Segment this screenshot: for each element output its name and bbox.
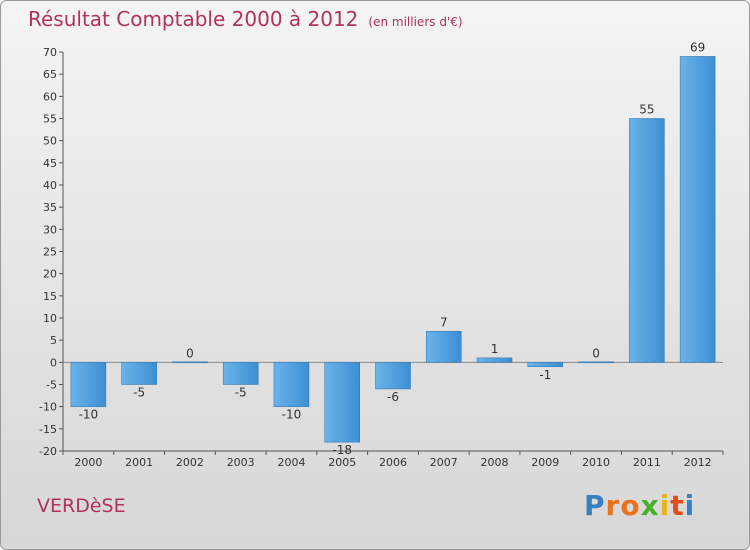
bar-2005 (324, 362, 360, 443)
bar-2001 (121, 362, 157, 385)
y-tick-label: 5 (50, 334, 57, 347)
bar-2012 (679, 56, 716, 363)
value-label: -5 (133, 386, 145, 400)
y-tick-label: 65 (43, 68, 57, 81)
x-tick-label: 2005 (328, 456, 356, 469)
x-tick-label: 2006 (379, 456, 407, 469)
x-tick-label: 2012 (684, 456, 712, 469)
y-tick-label: 30 (43, 223, 57, 236)
commune-name: VERDèSE (37, 495, 126, 517)
value-label: -18 (332, 443, 352, 457)
x-tick-label: 2007 (430, 456, 458, 469)
value-label: 0 (186, 346, 194, 360)
x-tick-label: 2011 (633, 456, 661, 469)
x-tick-label: 2010 (582, 456, 610, 469)
y-tick-label: 25 (43, 246, 57, 259)
proxiti-logo: Proxiti (584, 489, 695, 522)
y-tick-label: 50 (43, 135, 57, 148)
value-label: -6 (387, 390, 399, 404)
y-tick-label: 70 (43, 46, 57, 59)
y-tick-label: 40 (43, 179, 57, 192)
y-tick-label: 15 (43, 290, 57, 303)
bar-2007 (426, 331, 462, 363)
bar-2004 (273, 362, 310, 407)
value-label: -1 (539, 368, 551, 382)
logo-letter: r (605, 489, 621, 522)
y-tick-label: 10 (43, 312, 57, 325)
x-tick-label: 2001 (125, 456, 153, 469)
labels: 2000-102001-5200202003-52004-102005-1820… (74, 40, 711, 469)
bar-2003 (222, 362, 259, 385)
bar-2008 (476, 357, 513, 363)
value-label: 7 (440, 315, 448, 329)
y-tick-label: -15 (39, 423, 57, 436)
chart-title: Résultat Comptable 2000 à 2012 (en millie… (28, 7, 463, 31)
value-label: 69 (690, 40, 705, 54)
x-tick-label: 2003 (227, 456, 255, 469)
y-tick-label: 60 (43, 90, 57, 103)
value-label: -10 (79, 408, 99, 422)
value-label: 1 (491, 342, 499, 356)
y-tick-label: -20 (39, 445, 57, 458)
value-label: 55 (639, 103, 654, 117)
value-label: 0 (592, 346, 600, 360)
y-tick-label: 20 (43, 268, 57, 281)
x-tick-label: 2000 (74, 456, 102, 469)
bar-2006 (375, 362, 411, 390)
logo-letter: t (670, 489, 685, 522)
chart-subtitle: (en milliers d'€) (368, 15, 463, 29)
y-tick-label: 55 (43, 113, 57, 126)
bars (70, 56, 716, 443)
y-tick-label: 45 (43, 157, 57, 170)
bar-2011 (629, 118, 665, 363)
x-tick-label: 2002 (176, 456, 204, 469)
x-tick-label: 2004 (277, 456, 305, 469)
x-tick-label: 2008 (481, 456, 509, 469)
bar-2010 (578, 361, 614, 364)
logo-letter: i (684, 489, 696, 522)
value-label: -5 (235, 386, 247, 400)
logo-letter: P (584, 489, 606, 522)
y-tick-label: 0 (50, 356, 57, 369)
logo-letter: o (620, 489, 641, 522)
value-label: -10 (282, 408, 302, 422)
bar-2009 (527, 362, 564, 368)
y-tick-label: -5 (46, 379, 57, 392)
logo-letter: x (640, 489, 660, 522)
x-tick-label: 2009 (531, 456, 559, 469)
y-tick-label: 35 (43, 201, 57, 214)
bar-2000 (70, 362, 107, 407)
logo-letter: i (659, 489, 671, 522)
y-tick-label: -10 (39, 401, 57, 414)
bar-2002 (172, 361, 208, 364)
